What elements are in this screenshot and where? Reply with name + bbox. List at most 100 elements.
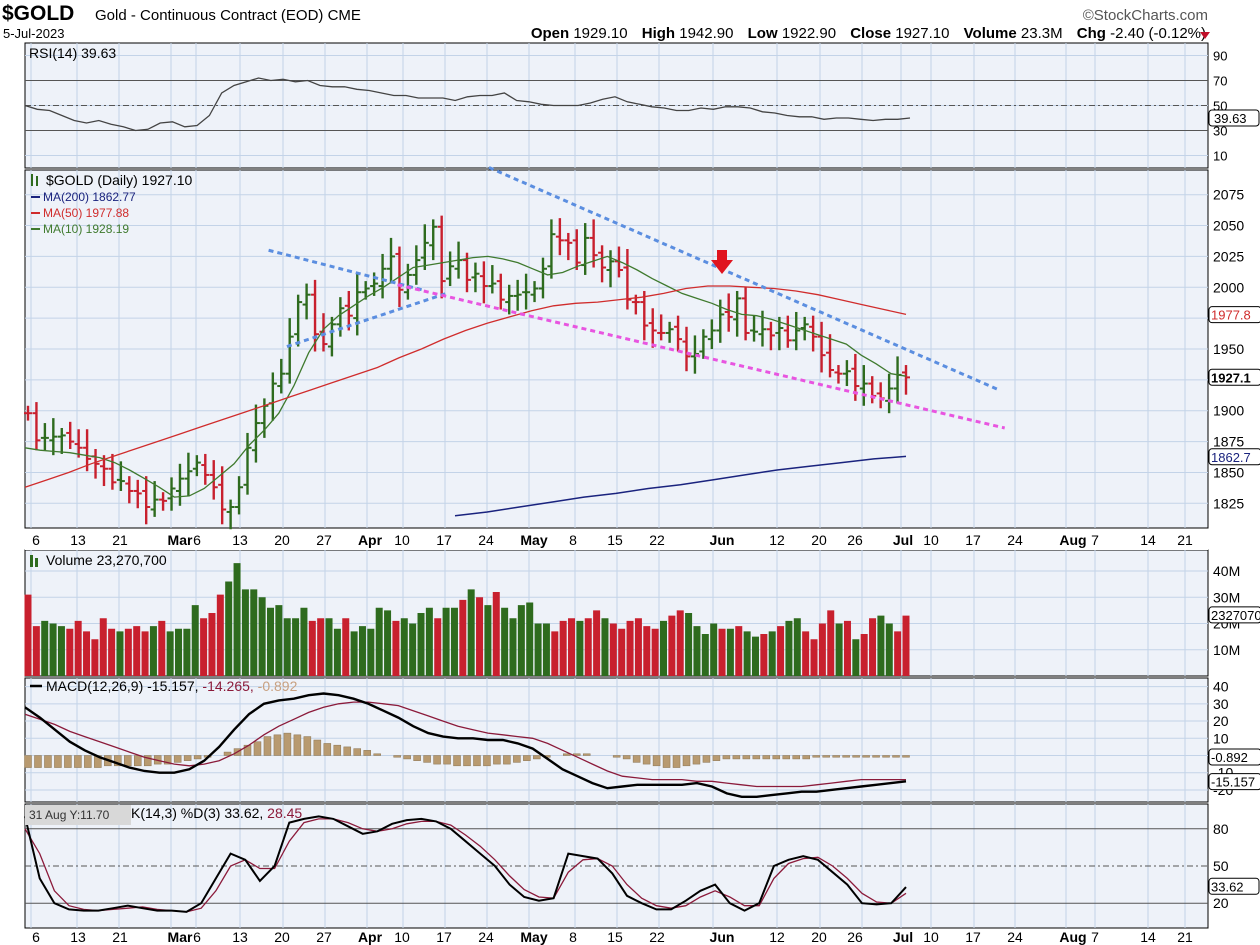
macd-histogram-bar <box>832 755 840 758</box>
rsi-title: RSI(14) 39.63 <box>29 45 116 61</box>
x-axis-tick-label-bottom: 21 <box>112 929 128 945</box>
ma-legend-entry: MA(50) 1977.88 <box>43 206 129 220</box>
macd-y-tick: 10 <box>1213 730 1229 746</box>
close-label: Close <box>850 25 892 42</box>
high-value: 1942.90 <box>679 25 734 42</box>
macd-histogram-bar <box>393 755 401 758</box>
x-axis-tick-label: 21 <box>1177 532 1193 548</box>
macd-histogram-bar <box>273 734 282 756</box>
volume-bar <box>409 623 417 676</box>
x-axis-tick-label-bottom: 6 <box>193 929 201 945</box>
macd-histogram-bar <box>24 755 32 768</box>
down-triangle-icon <box>1200 32 1210 39</box>
volume-bar <box>183 628 191 676</box>
chart-date: 5-Jul-2023 <box>3 26 65 41</box>
x-axis-tick-label-bottom: Aug <box>1059 929 1086 945</box>
macd-histogram-bar <box>44 755 52 768</box>
volume-bar <box>785 620 793 676</box>
volume-value: 23.3M <box>1020 25 1063 42</box>
volume-bar <box>877 615 885 676</box>
close-value: 1927.10 <box>895 25 950 42</box>
rsi-y-tick: 70 <box>1213 74 1227 89</box>
stochastic-y-tick: 20 <box>1213 895 1229 911</box>
price-y-tick: 2025 <box>1213 248 1244 264</box>
price-value-tag <box>1208 368 1260 386</box>
x-axis-tick-label: 10 <box>923 532 939 548</box>
macd-histogram-bar <box>243 744 252 756</box>
volume-bar <box>158 620 166 676</box>
volume-bar <box>676 610 684 676</box>
macd-title-part: -14.265, <box>199 678 254 694</box>
volume-bar <box>534 623 542 676</box>
x-axis-tick-label: 7 <box>1091 532 1099 548</box>
x-axis-tick-label: Mar <box>168 532 193 548</box>
arrow-down-icon-head <box>711 260 733 274</box>
volume-bar <box>810 639 818 676</box>
macd-histogram-bar <box>802 755 810 760</box>
ohlc-icon <box>31 174 33 186</box>
volume-bar <box>116 631 124 676</box>
volume-bar <box>417 613 425 676</box>
volume-bar <box>818 623 826 676</box>
volume-bar <box>241 589 249 676</box>
macd-histogram-bar <box>662 755 671 768</box>
x-axis-tick-label-bottom: Jul <box>893 929 913 945</box>
macd-histogram-bar <box>822 755 830 758</box>
rsi-y-tick: 30 <box>1213 124 1227 139</box>
ma-legend-entry: MA(200) 1862.77 <box>43 190 136 204</box>
macd-histogram-bar <box>323 743 332 756</box>
volume-bar <box>668 615 676 676</box>
volume-bar <box>166 631 174 676</box>
macd-histogram-bar <box>143 755 152 767</box>
macd-line <box>24 692 907 798</box>
x-axis-tick-label: 6 <box>193 532 201 548</box>
macd-histogram-bar <box>842 755 850 758</box>
volume-bar <box>634 618 642 676</box>
volume-bar <box>275 605 283 676</box>
macd-histogram-bar <box>313 739 322 756</box>
volume-bar <box>216 594 224 676</box>
volume-bar <box>225 581 233 676</box>
x-axis-tick-label: 20 <box>274 532 290 548</box>
macd-histogram-bar <box>722 755 731 760</box>
volume-bar <box>693 626 701 676</box>
macd-histogram-bar <box>563 753 571 756</box>
macd-histogram-bar <box>303 736 312 756</box>
change-value: -2.40 (-0.12%) <box>1110 25 1206 42</box>
stochastic-title-part: K(14,3) %D(3) 33.62, <box>131 805 263 821</box>
ma200-line <box>454 455 907 517</box>
volume-bar <box>643 626 651 676</box>
macd-histogram-bar <box>483 755 491 767</box>
x-axis-tick-label-bottom: 6 <box>32 929 40 945</box>
volume-bar <box>175 628 183 676</box>
ohlc-summary: Open 1929.10 High 1942.90 Low 1922.90 Cl… <box>531 25 1206 42</box>
price-y-tick: 2075 <box>1213 187 1244 203</box>
ma-legend-entry: MA(10) 1928.19 <box>43 222 129 236</box>
x-axis-tick-label-bottom: 13 <box>70 929 86 945</box>
macd-histogram-bar <box>413 755 421 761</box>
price-y-tick: 2000 <box>1213 279 1244 295</box>
volume-bar <box>902 615 910 676</box>
volume-bar <box>777 626 785 676</box>
volume-bar <box>802 631 810 676</box>
volume-bar <box>593 610 601 676</box>
x-axis-tick-label-bottom: 7 <box>1091 929 1099 945</box>
volume-bar <box>141 631 149 676</box>
volume-bar <box>843 620 851 676</box>
price-value-tag <box>1208 448 1260 466</box>
support-trendline <box>397 283 1006 430</box>
stochastic-value-tag <box>1208 877 1260 895</box>
macd-histogram-bar <box>473 755 481 767</box>
volume-bar <box>308 620 316 676</box>
x-axis-tick-label-bottom: 15 <box>607 929 623 945</box>
volume-bar <box>526 602 534 676</box>
volume-bar <box>568 618 576 676</box>
volume-bar <box>651 628 659 676</box>
macd-histogram-bar <box>74 755 82 768</box>
macd-histogram-bar <box>84 755 92 768</box>
macd-histogram-bar <box>493 755 501 765</box>
volume-bar <box>601 618 609 676</box>
price-y-tick: 1825 <box>1213 495 1244 511</box>
volume-bar <box>99 618 107 676</box>
volume-bars-group <box>24 563 910 676</box>
